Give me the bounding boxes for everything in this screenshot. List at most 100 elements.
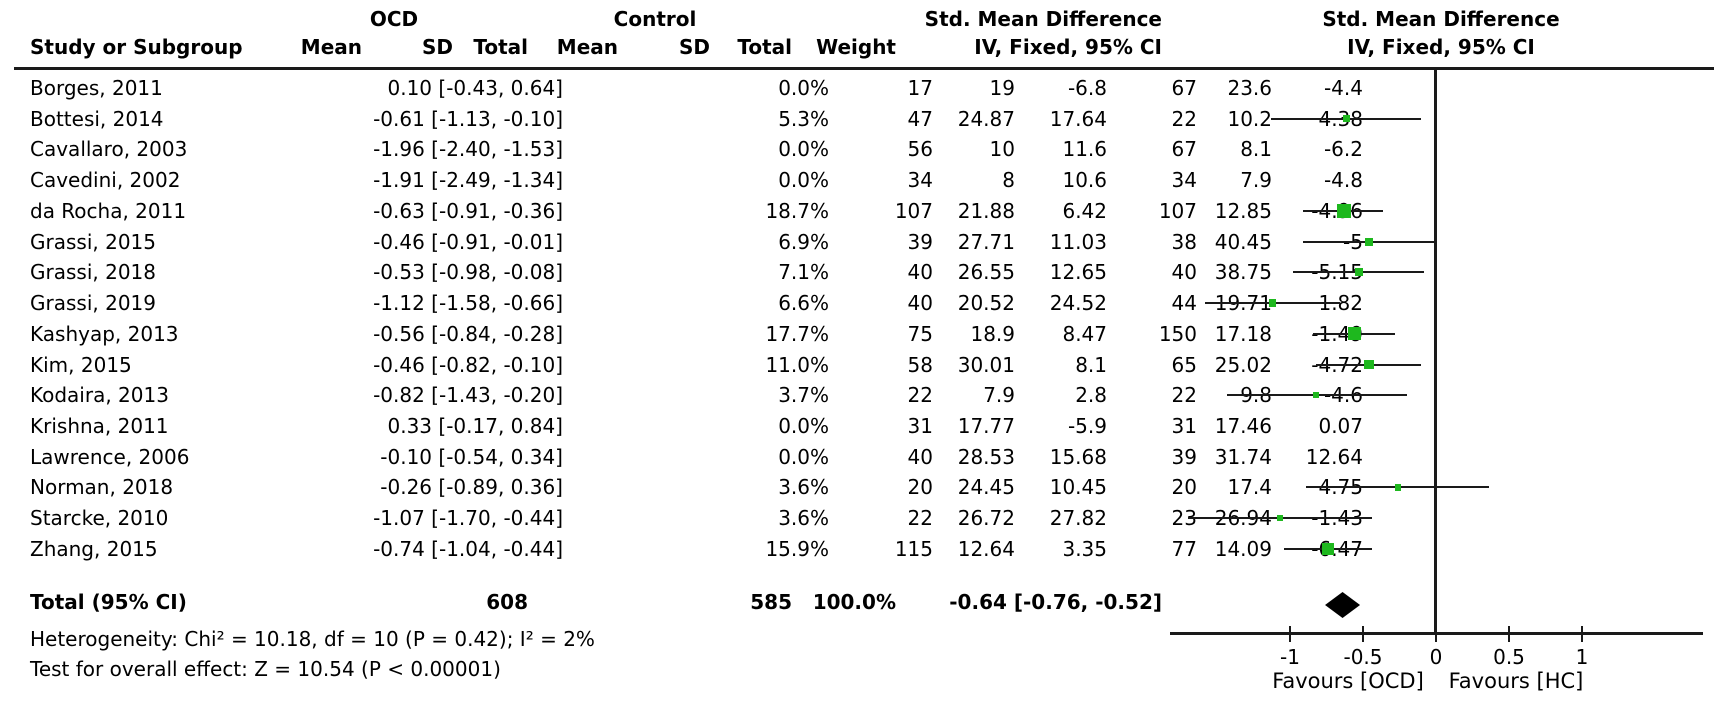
- study-ci_text: -0.53 [-0.98, -0.08]: [373, 260, 563, 285]
- col-header-study: Study or Subgroup: [30, 35, 243, 59]
- effect-marker: [1276, 515, 1283, 522]
- study-ci_text: -1.96 [-2.40, -1.53]: [373, 137, 563, 162]
- study-ctl_total: 40: [907, 260, 933, 285]
- study-name: Grassi, 2015: [30, 229, 156, 254]
- study-ctl_sd: 7.9: [983, 383, 1015, 408]
- study-weight: 3.7%: [778, 383, 829, 408]
- effect-marker: [1347, 327, 1361, 341]
- study-ocd_total: 31: [1171, 414, 1197, 439]
- study-weight: 6.6%: [778, 291, 829, 316]
- pooled-diamond: [1325, 592, 1361, 618]
- favours-left-label: Favours [OCD]: [1272, 669, 1424, 693]
- study-ctl_sd: 24.45: [957, 475, 1015, 500]
- study-ocd_mean: -6.2: [1323, 137, 1363, 162]
- study-ctl_mean: -5.9: [1067, 414, 1107, 439]
- study-ci_text: -0.46 [-0.82, -0.10]: [373, 352, 563, 377]
- study-ctl_mean: 8.1: [1075, 352, 1107, 377]
- study-ctl_mean: 8.47: [1062, 321, 1107, 346]
- study-ocd_sd: 38.75: [1214, 260, 1272, 285]
- study-weight: 3.6%: [778, 475, 829, 500]
- study-ctl_total: 75: [907, 321, 933, 346]
- study-ctl_total: 31: [907, 414, 933, 439]
- study-ctl_total: 56: [907, 137, 933, 162]
- study-ocd_sd: 17.46: [1214, 414, 1272, 439]
- study-weight: 0.0%: [778, 414, 829, 439]
- study-ci_text: -0.10 [-0.54, 0.34]: [380, 444, 563, 469]
- study-ocd_total: 77: [1171, 536, 1197, 561]
- col-header-ci-plot: IV, Fixed, 95% CI: [1347, 35, 1535, 59]
- x-tick-label: 1: [1575, 645, 1589, 669]
- study-weight: 0.0%: [778, 76, 829, 100]
- col-header-control-sd: SD: [678, 35, 710, 59]
- study-ocd_sd: 40.45: [1214, 229, 1272, 254]
- col-header-ocd-mean: Mean: [300, 35, 362, 59]
- study-name: Zhang, 2015: [30, 536, 158, 561]
- overall-effect-note: Test for overall effect: Z = 10.54 (P < …: [30, 657, 501, 681]
- study-ocd_sd: 17.4: [1227, 475, 1272, 500]
- effect-marker: [1343, 115, 1351, 123]
- x-tick: [1362, 626, 1364, 642]
- study-ctl_sd: 24.87: [957, 106, 1015, 131]
- effect-marker: [1394, 484, 1402, 491]
- header-rule: [14, 67, 1714, 70]
- study-ocd_mean: -4.4: [1323, 76, 1363, 100]
- study-ocd_sd: 7.9: [1240, 168, 1272, 193]
- study-ctl_total: 58: [907, 352, 933, 377]
- study-ctl_sd: 30.01: [957, 352, 1015, 377]
- study-ci_text: -1.91 [-2.49, -1.34]: [373, 168, 563, 193]
- total-control-n: 585: [750, 590, 792, 614]
- study-ocd_total: 150: [1158, 321, 1197, 346]
- study-name: Grassi, 2018: [30, 260, 156, 285]
- smd-title-plot: Std. Mean Difference: [1322, 7, 1560, 31]
- heterogeneity-note: Heterogeneity: Chi² = 10.18, df = 10 (P …: [30, 627, 595, 651]
- study-ocd_mean: 0.07: [1318, 414, 1363, 439]
- study-ocd_sd: 10.2: [1227, 106, 1272, 131]
- study-ctl_total: 40: [907, 444, 933, 469]
- x-tick: [1508, 626, 1510, 642]
- col-header-control-total: Total: [737, 35, 792, 59]
- study-ctl_mean: -6.8: [1067, 76, 1107, 100]
- effect-marker: [1363, 359, 1374, 370]
- total-weight: 100.0%: [812, 590, 896, 614]
- effect-marker: [1313, 392, 1320, 399]
- x-tick: [1581, 626, 1583, 642]
- study-ctl_total: 22: [907, 506, 933, 531]
- study-ocd_total: 22: [1171, 106, 1197, 131]
- study-ctl_sd: 10: [989, 137, 1015, 162]
- study-ctl_sd: 17.77: [957, 414, 1015, 439]
- study-ctl_mean: 3.35: [1062, 536, 1107, 561]
- study-ocd_total: 39: [1171, 444, 1197, 469]
- study-ocd_mean: -4.8: [1323, 168, 1363, 193]
- study-ctl_mean: 10.6: [1062, 168, 1107, 193]
- study-ctl_mean: 15.68: [1049, 444, 1107, 469]
- total-ocd-n: 608: [486, 590, 528, 614]
- smd-title-left: Std. Mean Difference: [924, 7, 1162, 31]
- study-ci_text: -0.74 [-1.04, -0.44]: [373, 536, 563, 561]
- study-name: da Rocha, 2011: [30, 198, 187, 223]
- study-ctl_mean: 27.82: [1049, 506, 1107, 531]
- x-tick: [1435, 626, 1437, 642]
- study-ctl_total: 47: [907, 106, 933, 131]
- study-ci_text: -0.56 [-0.84, -0.28]: [373, 321, 563, 346]
- study-ocd_sd: 23.6: [1227, 76, 1272, 100]
- study-ctl_sd: 20.52: [957, 291, 1015, 316]
- study-weight: 0.0%: [778, 137, 829, 162]
- study-ctl_mean: 11.03: [1049, 229, 1107, 254]
- study-ctl_sd: 26.72: [957, 506, 1015, 531]
- x-tick-label: 0.5: [1493, 645, 1525, 669]
- study-ci_text: -0.82 [-1.43, -0.20]: [373, 383, 563, 408]
- study-ctl_sd: 28.53: [957, 444, 1015, 469]
- study-ctl_sd: 27.71: [957, 229, 1015, 254]
- study-ctl_mean: 2.8: [1075, 383, 1107, 408]
- study-ctl_sd: 19: [989, 76, 1015, 100]
- study-weight: 15.9%: [765, 536, 829, 561]
- study-name: Borges, 2011: [30, 76, 163, 100]
- col-header-ocd-sd: SD: [421, 35, 453, 59]
- study-ocd_total: 65: [1171, 352, 1197, 377]
- study-ci_text: -0.26 [-0.89, 0.36]: [380, 475, 563, 500]
- study-ctl_mean: 10.45: [1049, 475, 1107, 500]
- study-ocd_total: 67: [1171, 76, 1197, 100]
- study-name: Bottesi, 2014: [30, 106, 164, 131]
- x-tick-label: -0.5: [1343, 645, 1383, 669]
